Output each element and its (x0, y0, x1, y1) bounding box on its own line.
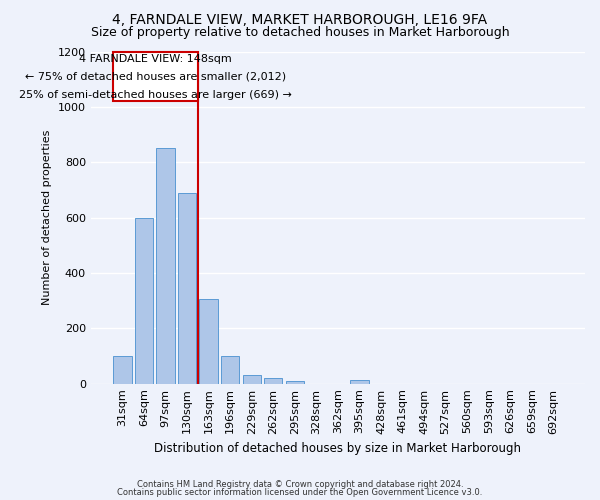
X-axis label: Distribution of detached houses by size in Market Harborough: Distribution of detached houses by size … (154, 442, 521, 455)
Bar (157, 148, 175, 384)
Y-axis label: Number of detached properties: Number of detached properties (42, 130, 52, 306)
Bar (135, 218, 153, 384)
Text: Contains HM Land Registry data © Crown copyright and database right 2024.: Contains HM Land Registry data © Crown c… (137, 480, 463, 489)
Text: 25% of semi-detached houses are larger (669) →: 25% of semi-detached houses are larger (… (19, 90, 292, 100)
Bar (350, 380, 368, 384)
Bar (242, 376, 261, 384)
Bar (199, 300, 218, 384)
Bar (264, 378, 283, 384)
Bar (178, 192, 196, 384)
Bar (113, 52, 198, 101)
Text: ← 75% of detached houses are smaller (2,012): ← 75% of detached houses are smaller (2,… (25, 72, 286, 82)
Text: Size of property relative to detached houses in Market Harborough: Size of property relative to detached ho… (91, 26, 509, 39)
Bar (221, 356, 239, 384)
Bar (113, 356, 131, 384)
Text: 4, FARNDALE VIEW, MARKET HARBOROUGH, LE16 9FA: 4, FARNDALE VIEW, MARKET HARBOROUGH, LE1… (112, 12, 488, 26)
Text: Contains public sector information licensed under the Open Government Licence v3: Contains public sector information licen… (118, 488, 482, 497)
Text: 4 FARNDALE VIEW: 148sqm: 4 FARNDALE VIEW: 148sqm (79, 54, 232, 64)
Bar (286, 381, 304, 384)
